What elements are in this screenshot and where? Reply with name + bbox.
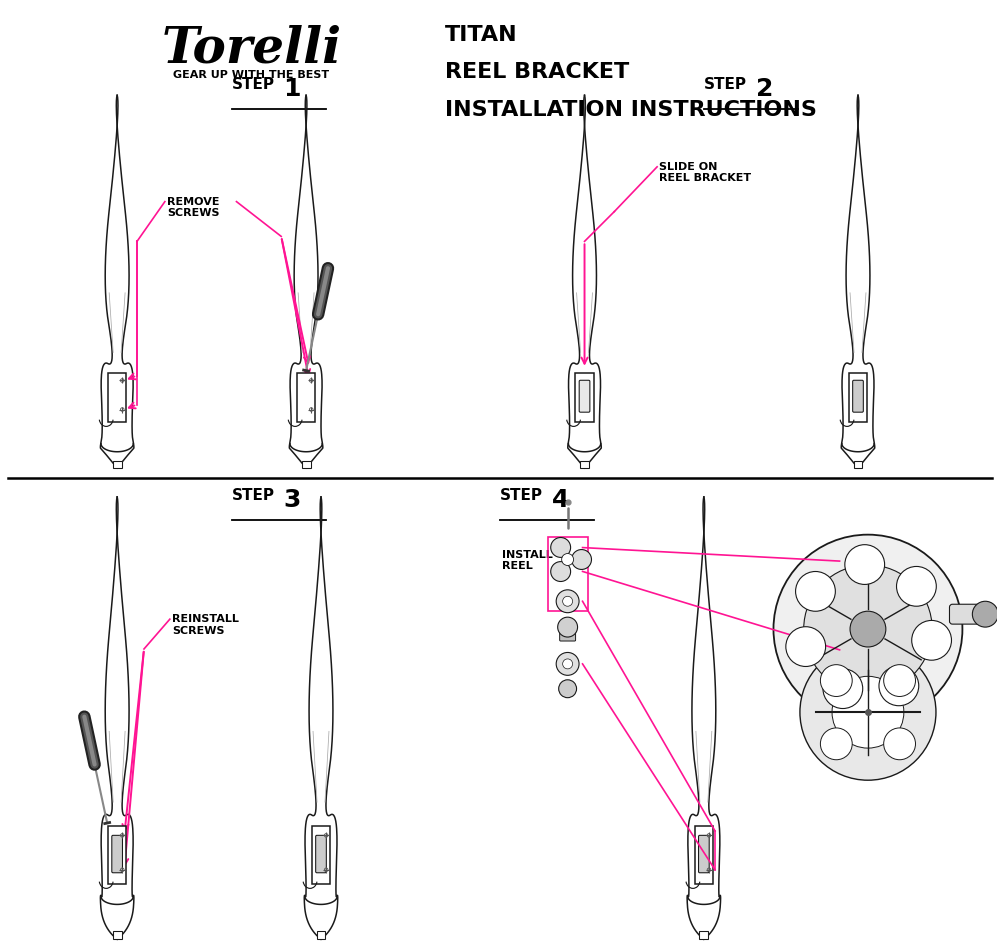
Text: INSTALLATION INSTRUCTIONS: INSTALLATION INSTRUCTIONS (445, 100, 817, 121)
FancyBboxPatch shape (853, 380, 863, 412)
FancyBboxPatch shape (560, 629, 576, 641)
Circle shape (912, 620, 951, 660)
Text: Torelli: Torelli (161, 25, 341, 74)
Text: REMOVE
SCREWS: REMOVE SCREWS (167, 197, 219, 218)
Circle shape (563, 659, 573, 669)
Circle shape (820, 665, 852, 696)
FancyBboxPatch shape (112, 835, 122, 873)
Circle shape (559, 680, 577, 697)
FancyBboxPatch shape (108, 826, 126, 884)
Circle shape (879, 666, 919, 706)
Circle shape (804, 565, 932, 694)
Bar (548, 537, 588, 611)
Text: 3: 3 (283, 488, 301, 512)
Circle shape (796, 572, 835, 611)
Circle shape (551, 561, 571, 581)
Text: STEP: STEP (232, 488, 274, 503)
Text: STEP: STEP (500, 488, 543, 503)
Circle shape (556, 590, 579, 613)
FancyBboxPatch shape (312, 826, 330, 884)
Circle shape (551, 538, 571, 558)
Circle shape (572, 549, 591, 569)
Text: REEL BRACKET: REEL BRACKET (445, 63, 630, 83)
Text: STEP: STEP (704, 77, 747, 92)
Circle shape (786, 627, 826, 667)
Bar (113, 931, 122, 940)
FancyBboxPatch shape (297, 372, 315, 422)
FancyBboxPatch shape (316, 835, 326, 873)
Circle shape (558, 618, 578, 637)
Circle shape (563, 597, 573, 606)
Circle shape (884, 728, 915, 760)
FancyBboxPatch shape (579, 380, 590, 412)
Bar (580, 462, 589, 468)
Circle shape (823, 669, 863, 709)
Circle shape (820, 728, 852, 760)
Circle shape (562, 554, 574, 565)
Text: TITAN: TITAN (445, 25, 518, 45)
Bar (699, 931, 708, 940)
Circle shape (556, 653, 579, 675)
Text: SLIDE ON
REEL BRACKET: SLIDE ON REEL BRACKET (659, 162, 751, 183)
Text: 4: 4 (552, 488, 569, 512)
FancyBboxPatch shape (849, 372, 867, 422)
Circle shape (850, 611, 886, 647)
Bar (302, 462, 311, 468)
Circle shape (972, 601, 998, 627)
Bar (113, 462, 122, 468)
Text: GEAR UP WITH THE BEST: GEAR UP WITH THE BEST (173, 70, 329, 81)
Text: 1: 1 (283, 77, 301, 102)
Bar (854, 462, 862, 468)
Bar (317, 931, 325, 940)
Circle shape (845, 544, 885, 584)
FancyBboxPatch shape (949, 604, 990, 624)
FancyBboxPatch shape (575, 372, 594, 422)
FancyBboxPatch shape (699, 835, 709, 873)
Circle shape (897, 566, 936, 606)
Circle shape (884, 665, 915, 696)
Text: REINSTALL
SCREWS: REINSTALL SCREWS (172, 615, 239, 636)
Circle shape (832, 676, 904, 748)
FancyBboxPatch shape (108, 372, 126, 422)
Circle shape (773, 535, 962, 724)
FancyBboxPatch shape (695, 826, 713, 884)
Circle shape (800, 644, 936, 780)
Text: INSTALL
REEL: INSTALL REEL (502, 549, 553, 571)
Text: STEP: STEP (232, 77, 274, 92)
Text: 2: 2 (756, 77, 773, 102)
